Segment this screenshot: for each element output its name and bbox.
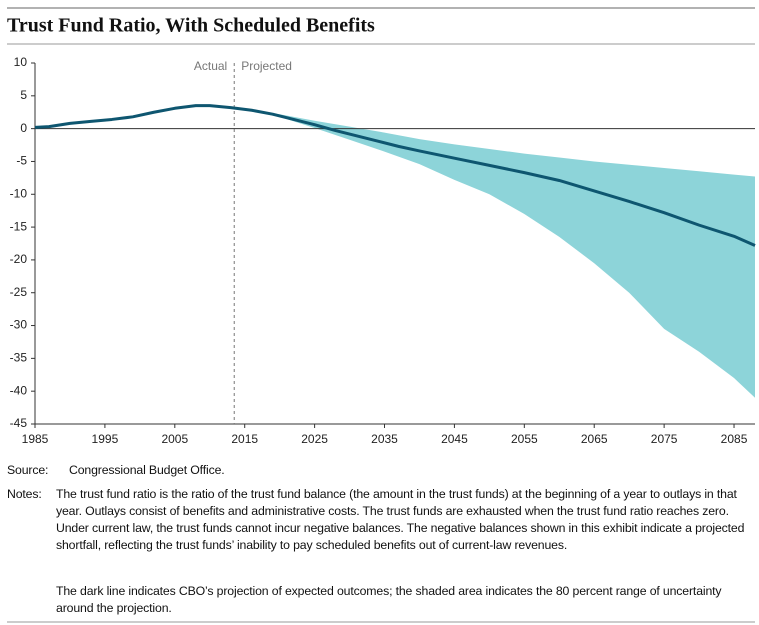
y-tick-label: -15 [10, 219, 28, 233]
y-tick-label: 10 [14, 55, 28, 69]
y-tick-label: -25 [10, 285, 28, 299]
source-label: Source: [7, 463, 49, 477]
x-tick-label: 1995 [92, 432, 119, 446]
x-tick-label: 1985 [22, 432, 49, 446]
x-tick-label: 2055 [511, 432, 538, 446]
projection-line [34, 104, 756, 247]
y-tick-label: 0 [20, 121, 27, 135]
x-tick-label: 2085 [721, 432, 748, 446]
y-tick-label: -45 [10, 416, 28, 430]
source: Congressional Budget Office. [69, 463, 225, 477]
chart-title: Trust Fund Ratio, With Scheduled Benefit… [7, 15, 375, 37]
y-tick-label: -20 [10, 252, 28, 266]
y-tick-label: -5 [16, 154, 27, 168]
annotation: Projected [241, 59, 292, 73]
x-tick-label: 2065 [581, 432, 608, 446]
note: The trust fund ratio is the ratio of the… [56, 487, 745, 552]
uncertainty-band [237, 108, 755, 398]
x-tick-label: 2025 [301, 432, 328, 446]
x-tick-label: 2075 [651, 432, 678, 446]
notes-label: Notes: [7, 487, 42, 501]
y-tick-label: -35 [10, 351, 28, 365]
y-tick-label: -10 [10, 186, 28, 200]
y-tick-label: 5 [20, 88, 27, 102]
x-tick-label: 2035 [371, 432, 398, 446]
x-tick-label: 2015 [231, 432, 258, 446]
y-tick-label: -30 [10, 318, 28, 332]
annotation: Actual [194, 59, 227, 73]
x-tick-label: 2005 [161, 432, 188, 446]
note: The dark line indicates CBO’s projection… [56, 584, 722, 615]
x-tick-label: 2045 [441, 432, 468, 446]
y-tick-label: -40 [10, 383, 28, 397]
